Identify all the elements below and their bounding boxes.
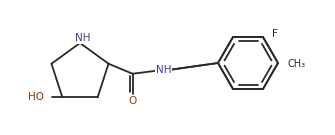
Text: O: O <box>128 96 137 106</box>
Text: NH: NH <box>75 33 91 43</box>
Text: HO: HO <box>28 92 44 102</box>
Text: CH₃: CH₃ <box>288 59 306 69</box>
Text: NH: NH <box>156 65 171 75</box>
Text: F: F <box>272 29 278 39</box>
